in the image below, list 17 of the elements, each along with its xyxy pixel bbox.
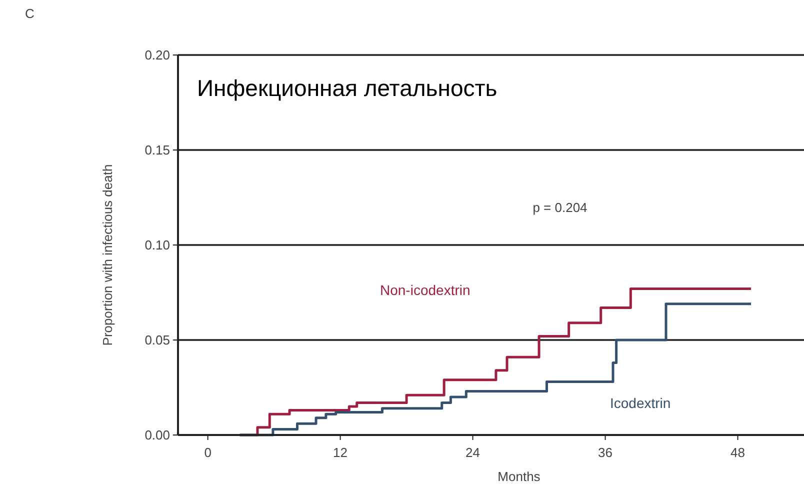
y-tick-label: 0.20 [144, 48, 170, 63]
series-label: Icodextrin [610, 395, 671, 411]
text: Non-icodextrin [380, 282, 470, 298]
text: Инфекционная летальность [197, 75, 498, 101]
text: C [25, 6, 34, 21]
x-tick-label: 24 [466, 445, 480, 460]
y-tick-label: 0.15 [144, 142, 170, 158]
y-tick-label: 0.05 [144, 332, 170, 348]
y-axis-title: Proportion with infectious death [100, 164, 115, 346]
x-tick-label: 12 [333, 445, 348, 460]
x-axis-title: Months [498, 469, 541, 484]
x-tick-label: 36 [598, 445, 613, 460]
x-tick-label: 48 [730, 445, 745, 460]
y-tick-label: 0.10 [144, 238, 170, 253]
x-tick-label: 0 [204, 445, 212, 460]
annotation: p = 0.204 [532, 200, 588, 215]
y-tick-label: 0.00 [144, 428, 170, 443]
